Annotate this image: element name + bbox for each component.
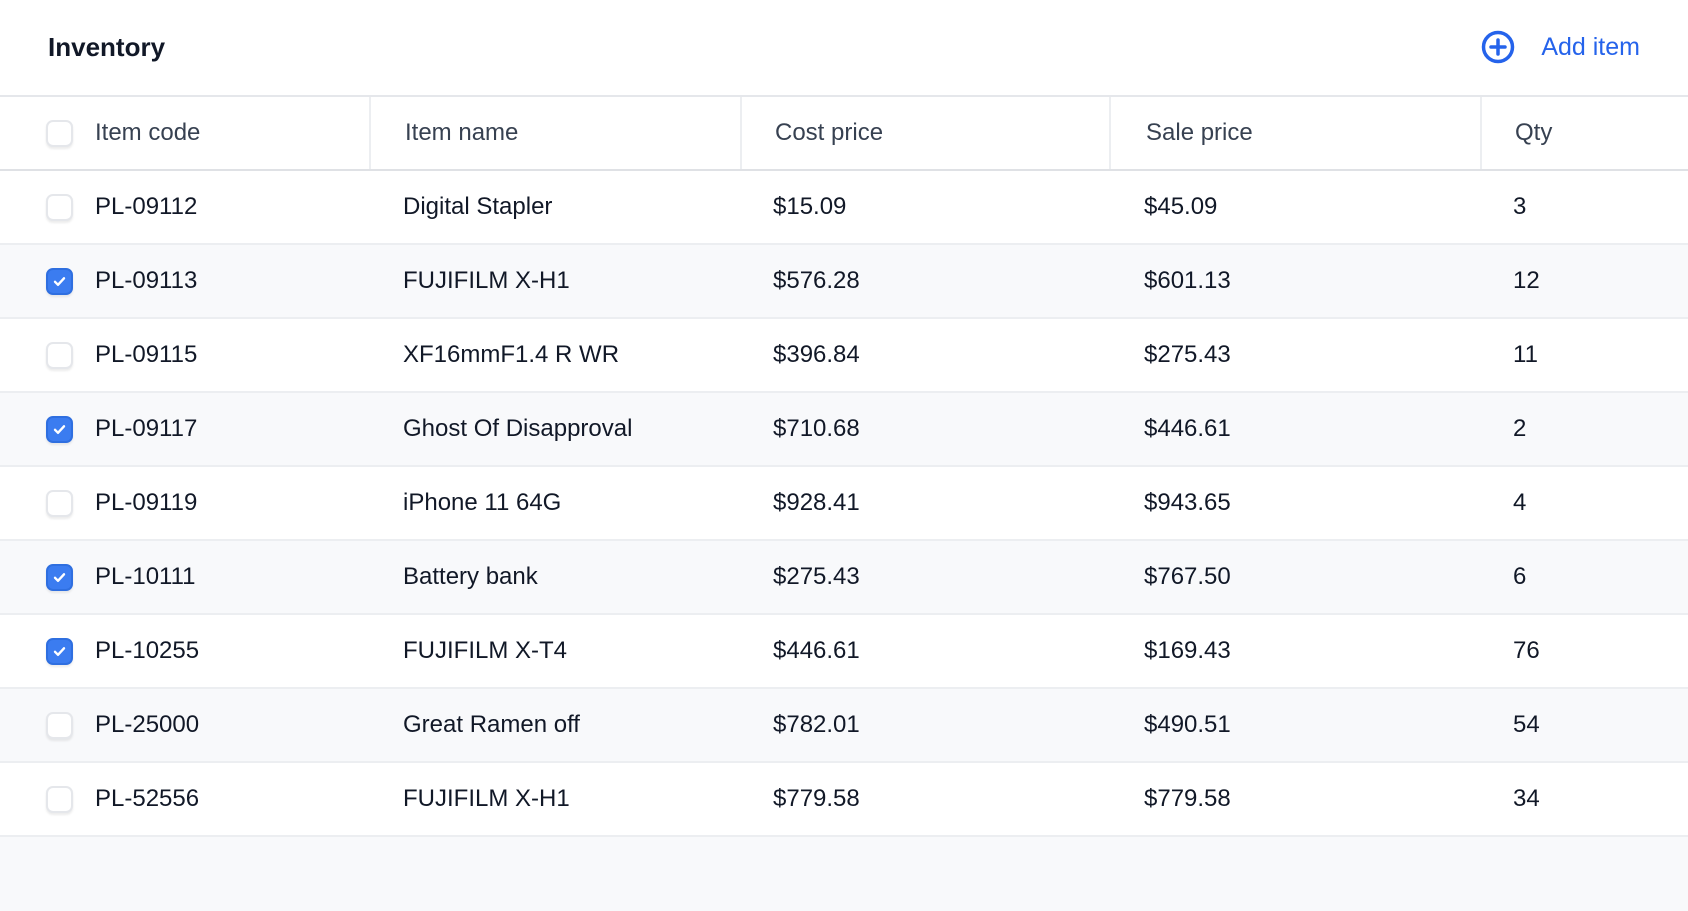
table-row-partial bbox=[0, 837, 1688, 911]
add-item-label: Add item bbox=[1541, 32, 1640, 61]
item-name: Ghost Of Disapproval bbox=[403, 415, 633, 442]
item-code: PL-10255 bbox=[95, 637, 200, 664]
cost-price: $782.01 bbox=[773, 711, 860, 738]
column-header-item-name[interactable]: Item name bbox=[405, 119, 519, 146]
item-code: PL-09119 bbox=[95, 489, 198, 516]
row-checkbox[interactable] bbox=[46, 489, 73, 517]
item-code: PL-09117 bbox=[95, 415, 198, 442]
item-name: Digital Stapler bbox=[403, 193, 553, 220]
sale-price: $169.43 bbox=[1144, 637, 1231, 664]
page-header: Inventory Add item bbox=[0, 0, 1688, 97]
cost-price: $928.41 bbox=[773, 489, 860, 516]
table-row[interactable]: PL-09117 Ghost Of Disapproval $710.68 $446.… bbox=[0, 393, 1688, 467]
cost-price: $275.43 bbox=[773, 563, 860, 590]
item-name: Battery bank bbox=[403, 563, 538, 590]
column-header-sale-price[interactable]: Sale price bbox=[1146, 119, 1253, 146]
item-code: PL-09112 bbox=[95, 193, 198, 220]
cost-price: $396.84 bbox=[773, 341, 860, 368]
item-name: FUJIFILM X-H1 bbox=[403, 785, 570, 812]
item-name: FUJIFILM X-T4 bbox=[403, 637, 568, 664]
item-name: XF16mmF1.4 R WR bbox=[403, 341, 620, 368]
quantity: 34 bbox=[1513, 785, 1540, 812]
cost-price: $576.28 bbox=[773, 267, 860, 294]
table-row[interactable]: PL-09115 XF16mmF1.4 R WR $396.84 $275.43 11 bbox=[0, 319, 1688, 393]
row-checkbox[interactable] bbox=[46, 785, 73, 813]
sale-price: $943.65 bbox=[1144, 489, 1231, 516]
item-code: PL-09115 bbox=[95, 341, 198, 368]
row-checkbox[interactable] bbox=[46, 193, 73, 221]
item-name: FUJIFILM X-H1 bbox=[403, 267, 570, 294]
column-header-qty[interactable]: Qty bbox=[1515, 119, 1553, 146]
quantity: 4 bbox=[1513, 489, 1527, 516]
column-header-cost-price[interactable]: Cost price bbox=[775, 119, 884, 146]
table-row[interactable]: PL-25000 Great Ramen off $782.01 $490.51 54 bbox=[0, 689, 1688, 763]
checkmark-icon bbox=[53, 646, 66, 656]
item-name: Great Ramen off bbox=[403, 711, 580, 738]
table-row[interactable]: PL-52556 FUJIFILM X-H1 $779.58 $779.58 34 bbox=[0, 763, 1688, 837]
table-row[interactable]: PL-10111 Battery bank $275.43 $767.50 6 bbox=[0, 541, 1688, 615]
item-code: PL-52556 bbox=[95, 785, 200, 812]
sale-price: $45.09 bbox=[1144, 193, 1218, 220]
row-checkbox[interactable] bbox=[46, 415, 73, 443]
row-checkbox[interactable] bbox=[46, 341, 73, 369]
item-code: PL-25000 bbox=[95, 711, 200, 738]
cost-price: $710.68 bbox=[773, 415, 860, 442]
row-checkbox[interactable] bbox=[46, 637, 73, 665]
column-header-item-code[interactable]: Item code bbox=[95, 119, 201, 146]
page-title: Inventory bbox=[48, 32, 166, 62]
sale-price: $446.61 bbox=[1144, 415, 1231, 442]
plus-circle-icon bbox=[1482, 30, 1515, 64]
quantity: 11 bbox=[1513, 341, 1538, 368]
quantity: 3 bbox=[1513, 193, 1527, 220]
quantity: 6 bbox=[1513, 563, 1527, 590]
sale-price: $490.51 bbox=[1144, 711, 1231, 738]
quantity: 12 bbox=[1513, 267, 1540, 294]
item-code: PL-10111 bbox=[95, 563, 196, 590]
quantity: 76 bbox=[1513, 637, 1540, 664]
table-body: PL-09112 Digital Stapler $15.09 $45.09 3 PL-0… bbox=[0, 171, 1688, 837]
table-row[interactable]: PL-09112 Digital Stapler $15.09 $45.09 3 bbox=[0, 171, 1688, 245]
table-row[interactable]: PL-09113 FUJIFILM X-H1 $576.28 $601.13 12 bbox=[0, 245, 1688, 319]
table-header: Item code Item name Cost price Sale pric… bbox=[0, 97, 1688, 171]
checkmark-icon bbox=[53, 572, 66, 582]
sale-price: $275.43 bbox=[1144, 341, 1231, 368]
checkmark-icon bbox=[53, 424, 66, 434]
row-checkbox[interactable] bbox=[46, 563, 73, 591]
item-name: iPhone 11 64G bbox=[403, 489, 562, 516]
quantity: 54 bbox=[1513, 711, 1540, 738]
quantity: 2 bbox=[1513, 415, 1527, 442]
checkmark-icon bbox=[53, 276, 66, 286]
select-all-checkbox[interactable] bbox=[46, 119, 73, 147]
inventory-table: Item code Item name Cost price Sale pric… bbox=[0, 97, 1688, 911]
item-code: PL-09113 bbox=[95, 267, 198, 294]
table-row[interactable]: PL-09119 iPhone 11 64G $928.41 $943.65 4 bbox=[0, 467, 1688, 541]
table-row[interactable]: PL-10255 FUJIFILM X-T4 $446.61 $169.43 76 bbox=[0, 615, 1688, 689]
sale-price: $779.58 bbox=[1144, 785, 1231, 812]
row-checkbox[interactable] bbox=[46, 711, 73, 739]
cost-price: $779.58 bbox=[773, 785, 860, 812]
cost-price: $446.61 bbox=[773, 637, 860, 664]
row-checkbox[interactable] bbox=[46, 267, 73, 295]
add-item-button[interactable]: Add item bbox=[1481, 30, 1640, 64]
sale-price: $767.50 bbox=[1144, 563, 1231, 590]
sale-price: $601.13 bbox=[1144, 267, 1231, 294]
cost-price: $15.09 bbox=[773, 193, 847, 220]
